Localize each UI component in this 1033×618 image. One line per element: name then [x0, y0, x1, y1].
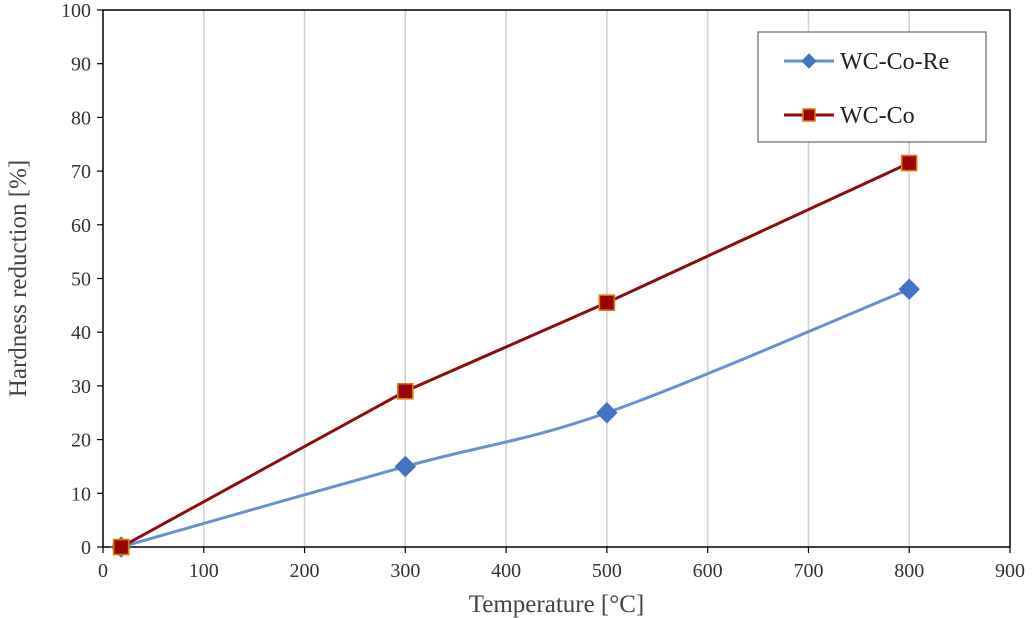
legend-marker — [801, 53, 817, 69]
data-point — [397, 382, 414, 400]
y-tick-label: 60 — [71, 215, 91, 237]
y-tick-label: 100 — [61, 0, 91, 22]
y-tick-label: 10 — [71, 483, 91, 505]
x-axis-ticks: 0 100 200 300 400 500 600 700 800 900 — [98, 547, 1025, 582]
x-tick-label: 800 — [894, 560, 924, 582]
series-line — [119, 287, 911, 549]
x-tick-label: 700 — [793, 560, 823, 582]
x-tick-label: 100 — [189, 560, 219, 582]
data-point — [112, 538, 130, 556]
data-point — [898, 278, 920, 300]
y-tick-label: 30 — [71, 376, 91, 398]
legend-label: WC-Co — [840, 103, 915, 129]
y-axis-ticks: 0 10 20 30 40 50 60 70 80 90 100 — [61, 0, 103, 559]
legend-items: WC-Co-Re WC-Co — [784, 49, 949, 129]
x-tick-label: 600 — [693, 560, 723, 582]
legend-item: WC-Co — [784, 103, 915, 129]
x-tick-label: 500 — [592, 560, 622, 582]
data-point — [394, 455, 417, 478]
x-axis-title: Temperature [°C] — [469, 591, 645, 618]
y-tick-label: 40 — [71, 322, 91, 344]
x-tick-label: 300 — [390, 560, 420, 582]
legend: WC-Co-Re WC-Co — [757, 31, 987, 143]
x-tick-label: 0 — [98, 560, 108, 582]
y-axis-title: Hardness reduction [%] — [5, 160, 32, 397]
series-wc-co-re — [110, 278, 920, 558]
series — [110, 154, 920, 558]
x-tick-label: 200 — [290, 560, 320, 582]
legend-item: WC-Co-Re — [784, 49, 949, 75]
y-tick-label: 0 — [81, 537, 91, 559]
data-point — [598, 294, 616, 311]
y-tick-label: 70 — [71, 161, 91, 183]
series-line — [119, 161, 911, 549]
y-tick-label: 20 — [71, 430, 91, 452]
y-tick-label: 50 — [71, 269, 91, 291]
series-wc-co — [112, 154, 918, 556]
y-tick-label: 80 — [71, 107, 91, 129]
data-point — [900, 154, 918, 172]
legend-marker — [802, 108, 816, 122]
x-tick-label: 400 — [491, 560, 521, 582]
x-tick-label: 900 — [995, 560, 1025, 582]
y-tick-label: 90 — [71, 54, 91, 76]
legend-label: WC-Co-Re — [840, 49, 949, 75]
legend-box — [757, 31, 987, 143]
data-point — [596, 402, 618, 424]
